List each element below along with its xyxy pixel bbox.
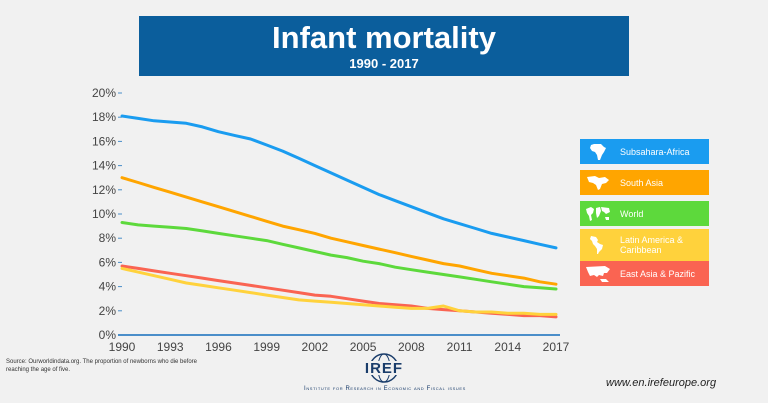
south-asia-map-icon	[587, 175, 609, 190]
legend-label: South Asia	[620, 177, 664, 188]
x-tick-label: 2014	[494, 340, 521, 354]
east-asia-map-icon	[586, 265, 610, 282]
website-link: www.en.irefeurope.org	[606, 377, 717, 389]
legend-item-south-asia: South Asia	[580, 170, 709, 195]
y-axis: 0% 2% 4% 6% 8% 10% 12% 14% 16% 18% 20%	[92, 86, 122, 342]
legend-item-east-asia: East Asia & Pazific	[580, 261, 709, 286]
y-tick-label: 8%	[99, 231, 117, 245]
legend-item-latin-america: Latin America & Caribbean	[580, 229, 709, 261]
legend-label: Subsahara-Africa	[620, 146, 690, 157]
y-tick-label: 4%	[99, 280, 117, 294]
series-line-world	[120, 221, 558, 291]
series-line-subsahara-africa	[120, 114, 558, 250]
y-tick-label: 14%	[92, 159, 116, 173]
x-tick-label: 1990	[109, 340, 136, 354]
y-tick-label: 0%	[99, 328, 117, 342]
institute-name: Institute for Research in Economic and F…	[304, 386, 466, 392]
world-map-icon	[586, 206, 610, 221]
x-tick-label: 2005	[350, 340, 377, 354]
x-tick-label: 1993	[157, 340, 184, 354]
x-tick-label: 1996	[205, 340, 232, 354]
y-tick-label: 20%	[92, 86, 116, 100]
y-tick-label: 12%	[92, 183, 116, 197]
legend-item-subsahara-africa: Subsahara-Africa	[580, 139, 709, 164]
legend-label: East Asia & Pazific	[620, 268, 696, 279]
series-line-south-asia	[120, 176, 558, 286]
chart-subtitle: 1990 - 2017	[349, 56, 419, 71]
x-tick-label: 1999	[253, 340, 280, 354]
iref-logo: IREF	[363, 353, 405, 383]
chart-title: Infant mortality	[272, 20, 496, 55]
y-tick-label: 6%	[99, 255, 117, 269]
y-tick-label: 2%	[99, 304, 117, 318]
x-axis: 1990 1993 1996 1999 2002 2005 2008 2011 2014 2017	[109, 334, 570, 354]
x-tick-label: 2011	[447, 340, 473, 354]
y-tick-label: 18%	[92, 110, 116, 124]
svg-text:IREF: IREF	[365, 360, 403, 377]
africa-map-icon	[590, 143, 606, 160]
legend-label: World	[620, 208, 644, 219]
x-tick-label: 2008	[398, 340, 425, 354]
legend-item-world: World	[580, 201, 709, 226]
source-note: Source: Ourworldindata.org. The proporti…	[6, 359, 198, 373]
x-tick-label: 2002	[302, 340, 329, 354]
title-banner: Infant mortality 1990 - 2017	[139, 16, 629, 76]
y-tick-label: 16%	[92, 134, 116, 148]
y-tick-label: 10%	[92, 207, 116, 221]
latin-america-map-icon	[590, 236, 603, 254]
series-layer	[120, 114, 558, 319]
legend-label: Latin America & Caribbean	[620, 235, 684, 255]
x-tick-label: 2017	[543, 340, 570, 354]
series-line-latin-america-caribbean	[120, 266, 558, 316]
